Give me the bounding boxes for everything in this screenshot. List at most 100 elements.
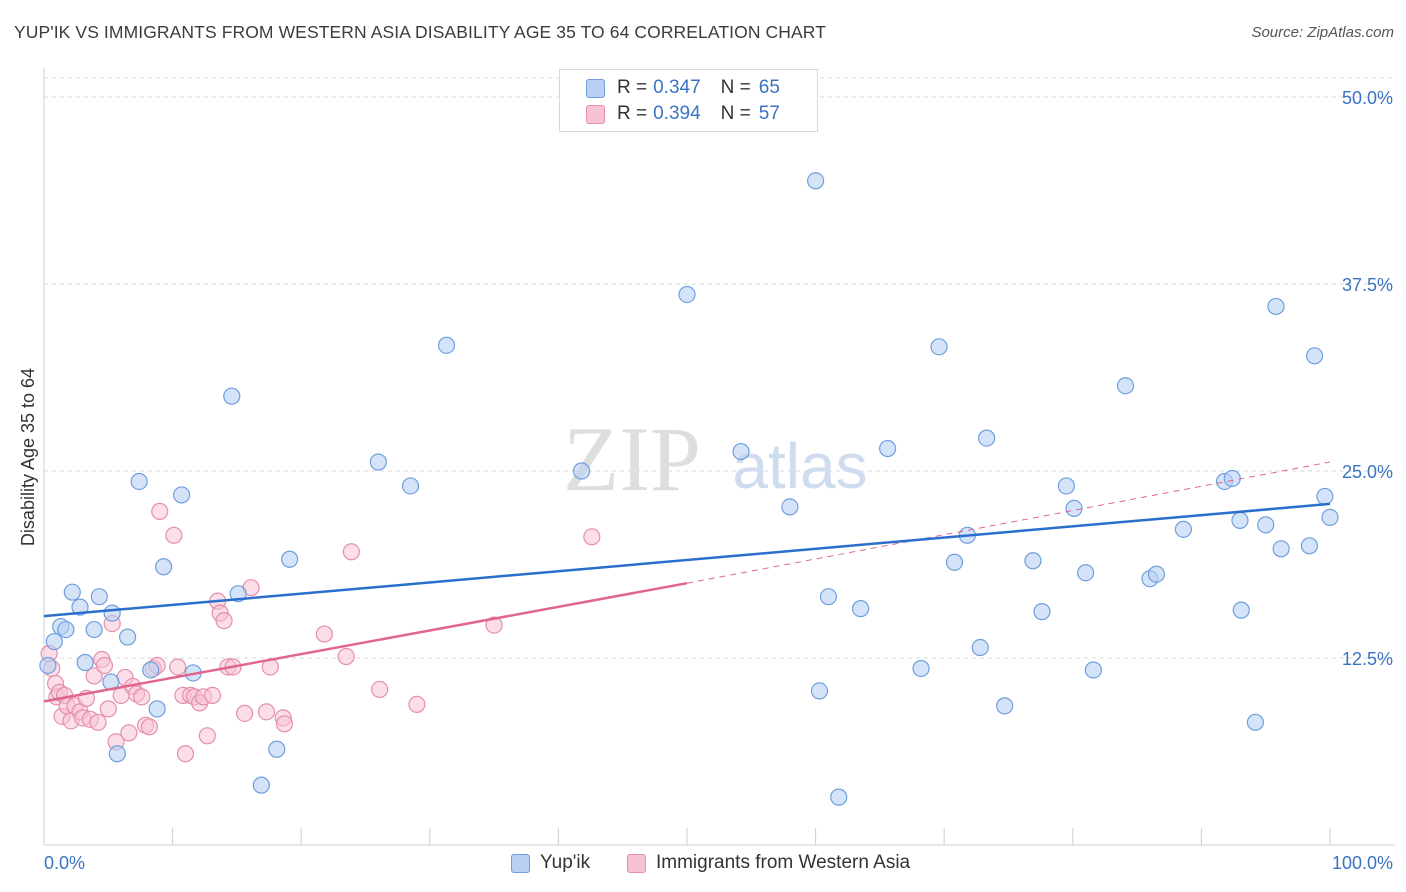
blue-point bbox=[1232, 601, 1250, 619]
pink-point bbox=[165, 526, 183, 544]
watermark-atlas: atlas bbox=[732, 430, 867, 502]
legend-row-western-asia: R = 0.394 N = 57 bbox=[586, 103, 780, 125]
blue-point bbox=[103, 604, 121, 622]
legend-n-value: 57 bbox=[758, 103, 780, 124]
blue-point bbox=[1024, 552, 1042, 570]
legend-n-value: 65 bbox=[758, 77, 780, 98]
blue-point bbox=[90, 588, 108, 606]
y-tick-label: 50.0% bbox=[1342, 88, 1393, 108]
watermark: ZIP atlas bbox=[563, 408, 868, 510]
axes bbox=[43, 68, 1395, 846]
blue-point bbox=[223, 387, 241, 405]
blue-point bbox=[810, 682, 829, 700]
blue-point bbox=[268, 740, 286, 758]
blue-point bbox=[1257, 516, 1275, 534]
blue-point bbox=[1077, 564, 1095, 582]
blue-point bbox=[781, 498, 799, 516]
y-tick-label: 12.5% bbox=[1342, 649, 1393, 669]
blue-point bbox=[1321, 508, 1339, 526]
x-tick-label-max: 100.0% bbox=[1332, 853, 1393, 873]
pink-point bbox=[275, 715, 294, 733]
blue-point bbox=[1057, 477, 1075, 495]
blue-point bbox=[154, 558, 173, 576]
blue-point bbox=[572, 462, 591, 480]
legend-swatch-pink bbox=[586, 104, 605, 124]
blue-point bbox=[1272, 540, 1290, 558]
blue-point bbox=[1033, 603, 1051, 621]
blue-point bbox=[437, 336, 456, 354]
bottom-legend-swatch-blue bbox=[511, 853, 530, 873]
source-label: Source: ZipAtlas.com bbox=[1251, 24, 1394, 41]
pink-point bbox=[176, 745, 195, 763]
blue-point bbox=[1316, 487, 1334, 506]
pink-point bbox=[342, 543, 360, 561]
gridlines bbox=[44, 77, 1395, 659]
blue-point bbox=[108, 745, 126, 763]
blue-point bbox=[252, 776, 270, 794]
blue-point bbox=[930, 338, 948, 356]
y-tick-label: 25.0% bbox=[1342, 462, 1393, 482]
legend-r-value: 0.394 bbox=[653, 103, 701, 124]
pink-point bbox=[315, 625, 333, 643]
blue-point bbox=[118, 628, 137, 646]
blue-point bbox=[1246, 713, 1265, 731]
blue-point bbox=[971, 638, 989, 657]
pink-point bbox=[120, 724, 138, 742]
blue-point bbox=[1267, 297, 1285, 316]
blue-point bbox=[85, 620, 103, 639]
blue-point bbox=[1231, 511, 1249, 529]
blue-point bbox=[678, 285, 696, 304]
pink-point bbox=[140, 718, 159, 736]
pink-point bbox=[371, 680, 389, 699]
blue-point bbox=[879, 439, 897, 458]
blue-point bbox=[71, 598, 89, 616]
blue-point bbox=[130, 472, 148, 491]
blue-point bbox=[142, 661, 160, 679]
blue-point bbox=[401, 477, 420, 495]
blue-point bbox=[39, 656, 57, 675]
pink-point bbox=[215, 611, 233, 630]
blue-point bbox=[148, 700, 166, 718]
blue-point bbox=[1174, 520, 1192, 538]
legend-r-value: 0.347 bbox=[653, 77, 701, 98]
pink-point bbox=[203, 686, 222, 705]
blue-point bbox=[281, 550, 299, 568]
stats-legend: R = 0.347 N = 65 R = 0.394 N = 57 bbox=[559, 69, 818, 132]
pink-point bbox=[169, 658, 187, 676]
legend-n-label: N = bbox=[720, 77, 751, 98]
legend-r-label: R = bbox=[617, 103, 648, 124]
pink-point bbox=[198, 727, 216, 745]
blue-point bbox=[852, 600, 870, 618]
pink-point bbox=[583, 528, 601, 546]
pink-point bbox=[485, 616, 503, 634]
legend-n-label: N = bbox=[720, 103, 751, 124]
blue-point bbox=[945, 553, 964, 571]
bottom-legend-yupik: Yup'ik bbox=[511, 852, 590, 874]
pink-point bbox=[133, 688, 151, 706]
watermark-zip: ZIP bbox=[563, 408, 701, 510]
blue-point bbox=[369, 453, 387, 471]
blue-point bbox=[76, 653, 94, 672]
blue-point bbox=[996, 697, 1014, 715]
x-tick-label-min: 0.0% bbox=[44, 853, 85, 873]
trend-lines bbox=[43, 461, 1331, 703]
y-tick-labels: 12.5% 25.0% 37.5% 50.0% bbox=[1342, 88, 1393, 669]
blue-point bbox=[830, 788, 848, 806]
pink-point bbox=[151, 502, 169, 520]
pink-point bbox=[89, 713, 107, 731]
blue-point bbox=[1084, 661, 1102, 679]
pink-point bbox=[95, 656, 114, 675]
blue-point bbox=[1116, 377, 1135, 395]
blue-point bbox=[63, 583, 81, 601]
blue-point bbox=[819, 588, 838, 606]
pink-point bbox=[99, 700, 117, 718]
blue-point bbox=[978, 429, 996, 447]
blue-point bbox=[45, 632, 63, 651]
pink-point bbox=[257, 703, 276, 721]
blue-trend-line bbox=[43, 502, 1331, 618]
legend-swatch-blue bbox=[586, 78, 605, 98]
blue-point bbox=[1223, 469, 1241, 488]
blue-point bbox=[1065, 499, 1083, 517]
chart-title: YUP'IK VS IMMIGRANTS FROM WESTERN ASIA D… bbox=[14, 22, 826, 42]
